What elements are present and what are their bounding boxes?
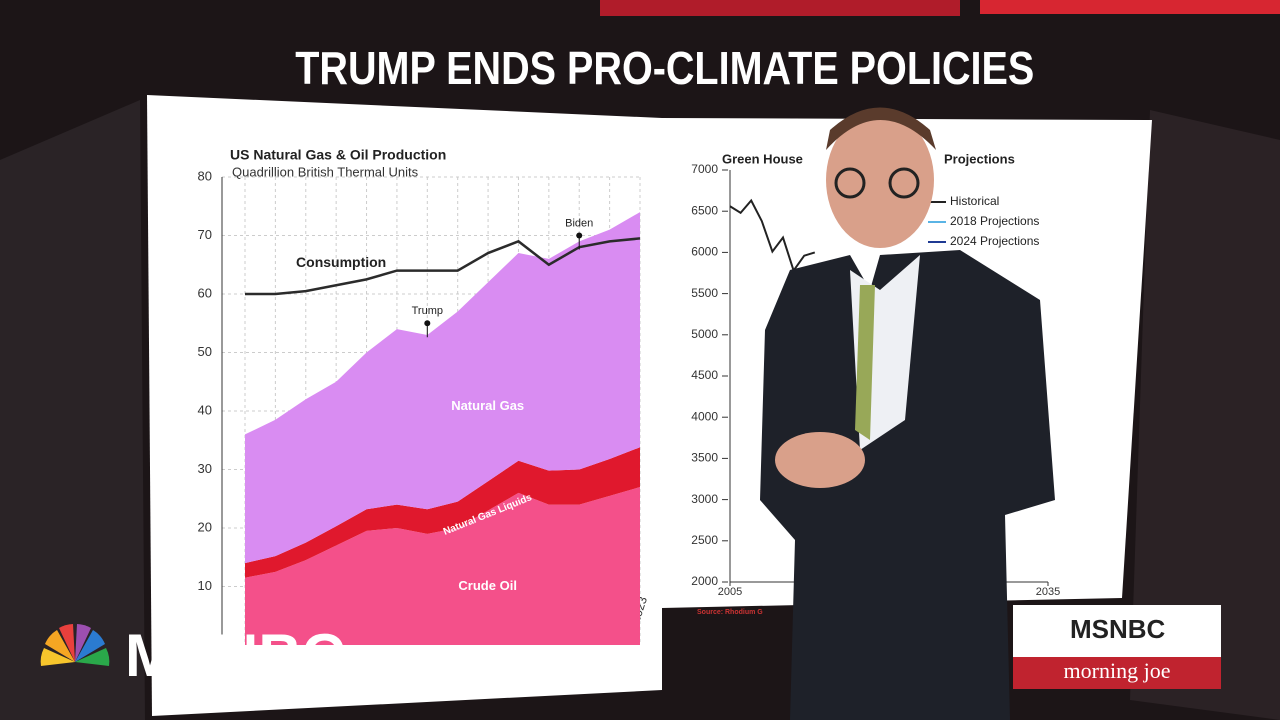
series-label: Natural Gas	[451, 398, 524, 413]
y-tick-label: 30	[198, 461, 212, 476]
glasses	[888, 167, 920, 199]
y-tick-label: 4000	[691, 409, 718, 423]
bug-show: morning joe	[1064, 658, 1171, 683]
logo: MSNBC	[40, 622, 345, 689]
side-panel	[0, 100, 145, 720]
top-banner	[600, 0, 960, 16]
y-tick-label: 3000	[691, 492, 718, 506]
glasses	[834, 167, 866, 199]
source: Source: Rhodium G	[697, 609, 763, 616]
x-tick-label: 2005	[718, 586, 742, 598]
chart-subtitle: Quadrillion British Thermal Units	[232, 164, 419, 179]
y-tick-label: 60	[198, 285, 212, 300]
legend-label: 2024 Projections	[950, 234, 1039, 248]
y-tick-label: 70	[198, 227, 212, 242]
y-tick-label: 2000	[691, 574, 718, 588]
y-tick-label: 2500	[691, 533, 718, 547]
y-tick-label: 40	[198, 402, 212, 417]
chart-title: Green House	[722, 151, 803, 166]
bug-top	[1013, 605, 1221, 657]
logo-text: MSNBC	[125, 622, 345, 689]
legend-label: Historical	[950, 194, 999, 208]
tie	[855, 285, 875, 440]
annotation: Trump	[412, 305, 443, 317]
area	[245, 447, 640, 578]
y-tick-label: 10	[198, 578, 212, 593]
legend-label: 2018 Projections	[950, 214, 1039, 228]
y-tick-label: 6500	[691, 203, 718, 217]
y-tick-label: 20	[198, 519, 212, 534]
x-tick-label: 2035	[1036, 586, 1060, 598]
y-tick-label: 6000	[691, 245, 718, 259]
suit	[760, 250, 1055, 720]
line-label: Consumption	[296, 254, 386, 270]
hands	[775, 432, 865, 488]
side-panel	[1130, 110, 1280, 720]
y-tick-label: 50	[198, 344, 212, 359]
y-tick-label: 5500	[691, 286, 718, 300]
line	[245, 237, 641, 296]
bug-network: MSNBC	[1070, 614, 1166, 644]
y-tick-label: 7000	[691, 162, 718, 176]
line	[729, 198, 816, 273]
y-tick-label: 3500	[691, 451, 718, 465]
y-tick-label: 4500	[691, 368, 718, 382]
presenter	[760, 107, 1055, 720]
y-tick-label: 80	[198, 168, 212, 183]
series-label: Crude Oil	[458, 578, 517, 593]
annotation: Biden	[565, 217, 593, 229]
headline: TRUMP ENDS PRO-CLIMATE POLICIES	[295, 43, 1034, 94]
y-tick-label: 5000	[691, 327, 718, 341]
chart-title: Projections	[944, 151, 1015, 166]
area	[245, 212, 640, 564]
area	[245, 487, 640, 645]
bug-bottom	[1013, 657, 1221, 689]
top-banner	[980, 0, 1280, 14]
head	[826, 112, 934, 248]
chart-left: US Natural Gas & Oil Production Quadrill…	[198, 147, 650, 645]
chart-title: US Natural Gas & Oil Production	[230, 147, 446, 163]
hair	[826, 107, 936, 150]
chart-right: Green House Projections Source: Rhodium …	[691, 151, 1060, 615]
